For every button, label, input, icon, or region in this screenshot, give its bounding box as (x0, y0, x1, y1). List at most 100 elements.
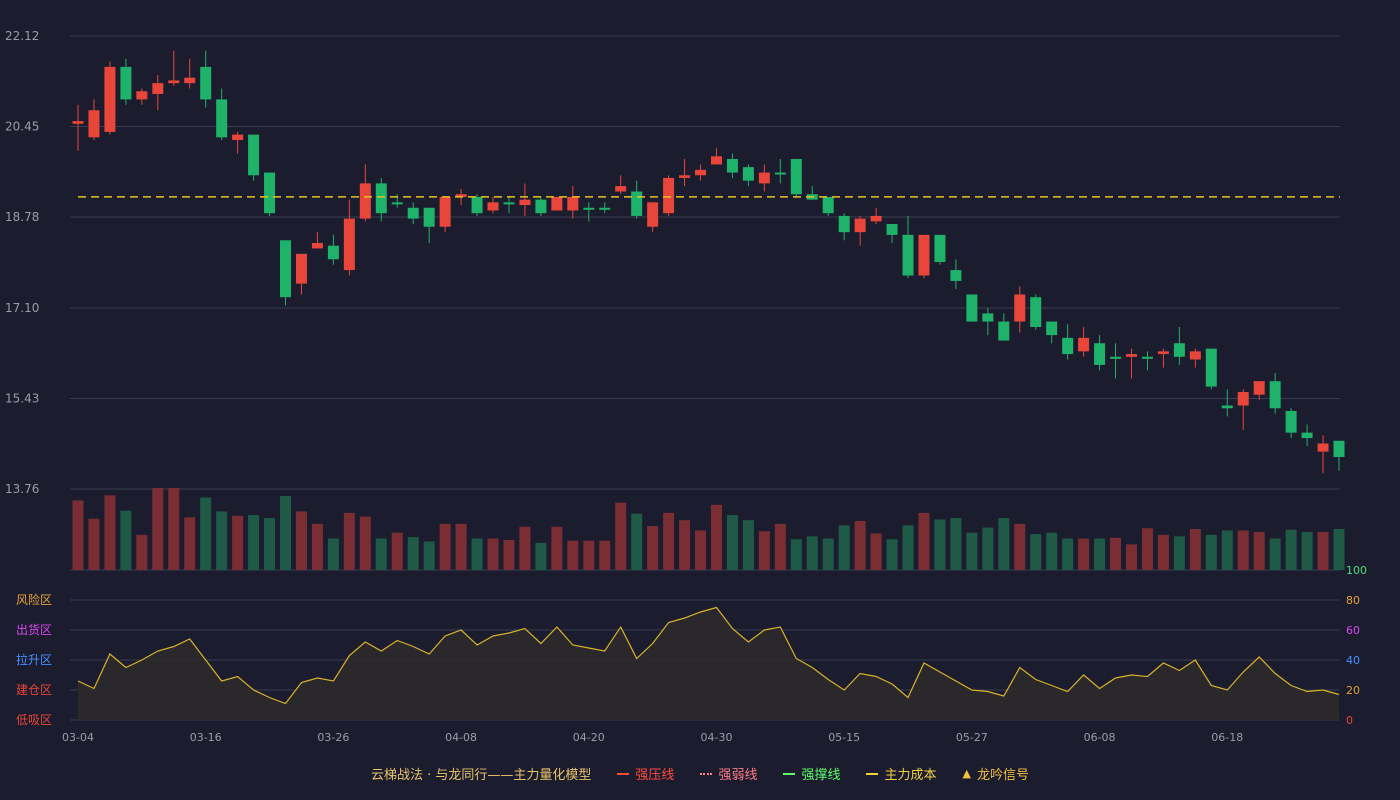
candle-body (343, 218, 355, 271)
volume-bar (295, 511, 307, 570)
volume-bar (200, 497, 212, 570)
candle-body (774, 172, 786, 175)
candle-body (838, 215, 850, 233)
volume-bar (1141, 528, 1153, 570)
volume-bar (966, 532, 978, 570)
volume-bar (455, 523, 467, 570)
legend-label: 强撑线 (801, 768, 841, 783)
candle-body (950, 270, 962, 281)
indicator-zone-label: 出货区 (16, 622, 52, 637)
strong-weak-swatch (700, 772, 713, 775)
y-tick-label: 18.78 (5, 210, 39, 224)
candle-body (726, 159, 738, 173)
x-tick-label: 04-08 (445, 731, 477, 744)
indicator-right-tick: 60 (1346, 624, 1360, 637)
volume-bar (647, 526, 659, 570)
candle-body (280, 240, 292, 298)
volume-bar (854, 520, 866, 570)
candle-body (216, 99, 228, 138)
candle-body (535, 199, 547, 214)
volume-bar (1014, 523, 1026, 570)
candle-body (758, 172, 770, 184)
y-tick-label: 22.12 (5, 29, 39, 43)
volume-bar (902, 525, 914, 570)
candle-body (1094, 343, 1106, 365)
legend-label: 龙吟信号 (976, 768, 1029, 783)
volume-bar (375, 538, 387, 570)
candle-body (822, 196, 834, 214)
volume-bar (359, 516, 371, 570)
volume-bar (120, 510, 132, 570)
candle-body (663, 177, 675, 214)
volume-bar (88, 518, 100, 570)
x-tick-label: 06-18 (1211, 731, 1243, 744)
candle-body (120, 66, 132, 100)
legend-item-dragon-signal: ▲ 龙吟信号 (962, 764, 1028, 783)
y-tick-label: 17.10 (5, 301, 39, 315)
volume-bar (631, 513, 643, 570)
y-tick-label: 20.45 (5, 119, 39, 133)
volume-bar (216, 511, 228, 570)
candle-body (423, 207, 435, 227)
volume-bar (471, 538, 483, 570)
candle-body (599, 207, 611, 210)
candlesticks (72, 50, 1345, 474)
candle-body (184, 77, 196, 84)
volume-bar (535, 542, 547, 570)
candle-body (583, 207, 595, 210)
volume-bar (758, 531, 770, 570)
candle-body (1285, 410, 1297, 433)
volume-bar (870, 533, 882, 570)
candle-body (72, 121, 84, 124)
legend-label: 强弱线 (718, 768, 758, 783)
volume-bar (663, 512, 675, 570)
volume-bars (72, 488, 1345, 570)
candle-body (647, 202, 659, 227)
volume-bar (1078, 538, 1090, 570)
x-tick-label: 03-16 (190, 731, 222, 744)
volume-bar (311, 523, 323, 570)
indicator-right-tick: 0 (1346, 714, 1353, 727)
indicator-line (77, 606, 1340, 705)
volume-bar (790, 539, 802, 570)
indicator-zone-label: 风险区 (16, 592, 52, 607)
legend-item-strong-weak: 强弱线 (700, 764, 757, 783)
volume-bar (280, 496, 292, 570)
x-tick-label: 05-15 (828, 731, 860, 744)
x-tick-label: 04-30 (700, 731, 732, 744)
candle-body (391, 202, 403, 205)
volume-bar (1253, 531, 1265, 570)
volume-bar (391, 532, 403, 570)
volume-bar (1030, 534, 1042, 570)
indicator-right-tick: 100 (1346, 564, 1367, 577)
legend-item-main-cost: 主力成本 (866, 764, 936, 783)
volume-bar (343, 512, 355, 570)
x-tick-label: 04-20 (573, 731, 605, 744)
candle-body (471, 196, 483, 214)
candle-body (966, 294, 978, 322)
volume-bar (1333, 529, 1345, 570)
candle-body (359, 183, 371, 219)
volume-bar (264, 518, 276, 570)
volume-bar (519, 526, 531, 570)
volume-bar (407, 537, 419, 570)
candle-body (1014, 294, 1026, 322)
volume-bar (136, 534, 148, 570)
volume-bar (551, 526, 563, 570)
volume-bar (1125, 544, 1137, 570)
volume-bar (1157, 534, 1169, 570)
candle-body (1205, 348, 1217, 387)
candle-body (136, 91, 148, 100)
volume-bar (327, 538, 339, 570)
volume-bar (998, 518, 1010, 570)
triangle-icon: ▲ (962, 767, 971, 780)
candle-body (88, 110, 100, 138)
volume-bar (1110, 537, 1122, 570)
legend-item-strong-pressure: 强压线 (617, 764, 674, 783)
legend-label: 主力成本 (884, 768, 937, 783)
candle-body (998, 321, 1010, 341)
volume-bar (567, 540, 579, 570)
legend-item-strong-support: 强撑线 (783, 764, 840, 783)
volume-bar (72, 500, 84, 570)
volume-bar (615, 502, 627, 570)
